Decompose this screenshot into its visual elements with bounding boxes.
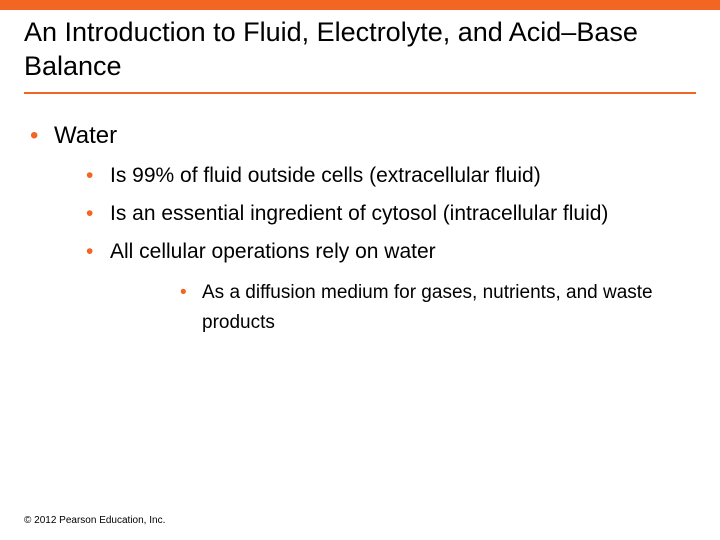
slide: An Introduction to Fluid, Electrolyte, a…: [0, 0, 720, 540]
bullet-lvl2-text: Is 99% of fluid outside cells (extracell…: [110, 164, 541, 187]
copyright-notice: © 2012 Pearson Education, Inc.: [24, 515, 165, 526]
bullet-lvl2: Is an essential ingredient of cytosol (i…: [82, 202, 696, 226]
bullet-lvl3: As a diffusion medium for gases, nutrien…: [176, 278, 696, 339]
bullet-lvl1-text: Water: [54, 122, 117, 149]
slide-title-block: An Introduction to Fluid, Electrolyte, a…: [24, 16, 696, 90]
slide-title: An Introduction to Fluid, Electrolyte, a…: [24, 16, 696, 84]
slide-body: Water Is 99% of fluid outside cells (ext…: [24, 108, 696, 355]
title-underline: [24, 92, 696, 94]
top-accent-stripe: [0, 0, 720, 10]
bullet-lvl2-text: All cellular operations rely on water: [110, 240, 436, 263]
bullet-lvl2-text: Is an essential ingredient of cytosol (i…: [110, 202, 608, 225]
bullet-lvl2: Is 99% of fluid outside cells (extracell…: [82, 164, 696, 188]
bullet-lvl1: Water Is 99% of fluid outside cells (ext…: [24, 122, 696, 339]
bullet-lvl2: All cellular operations rely on water As…: [82, 240, 696, 339]
bullet-lvl3-text: As a diffusion medium for gases, nutrien…: [202, 282, 653, 333]
